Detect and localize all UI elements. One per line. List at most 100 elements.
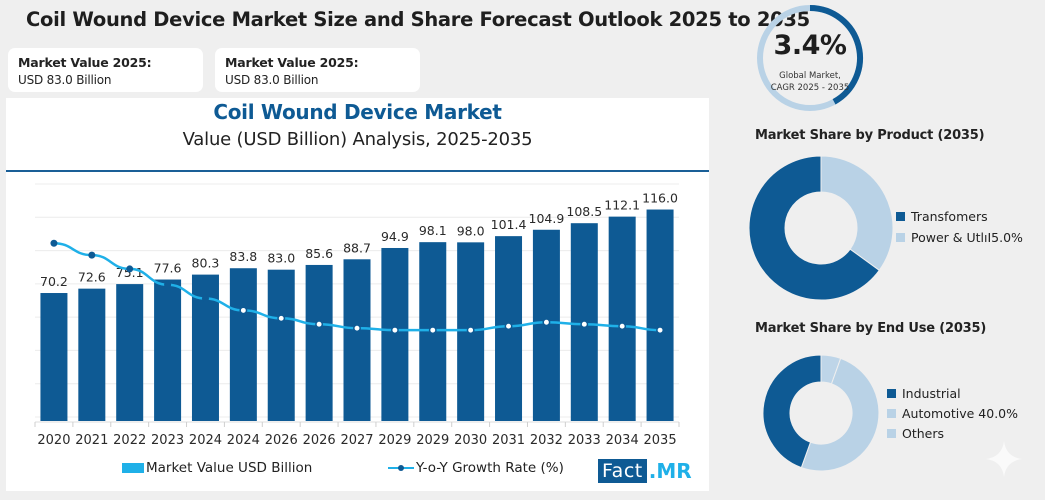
bar-2026 [305,264,333,421]
legend-item-automotive: Automotive 40.0% [887,406,1018,421]
legend-swatch-dark [887,389,896,398]
bar-2022 [116,284,144,421]
bar-value-label: 83.8 [229,249,257,264]
legend-label: Market Value USD Billion [146,460,313,476]
bar-value-label: 94.9 [381,229,409,244]
bar-2035 [646,209,674,421]
growth-marker [315,320,324,329]
x-tick-label: 2034 [606,433,639,448]
cagr-value: 3.4% [773,30,847,61]
growth-marker [428,326,437,335]
stat-card-label: Market Value 2025: [225,55,359,70]
x-tick-label: 2026 [265,433,298,448]
sparkle-icon [986,441,1022,477]
growth-marker [618,322,627,331]
bar-value-label: 70.2 [40,274,68,289]
growth-marker [504,322,513,331]
legend-label: Power & UtlıI5.0% [911,230,1023,245]
factmr-logo: Fact .MR [598,459,692,483]
growth-marker [239,306,248,315]
legend-bar-swatch [122,463,144,473]
bar-2021 [78,288,106,421]
x-tick-label: 2029 [416,433,449,448]
stat-card-market-value-2: Market Value 2025: USD 83.0 Billion [215,48,420,92]
growth-marker [390,326,399,335]
bar-2023 [154,279,182,421]
x-tick-label: 2033 [568,433,601,448]
growth-marker [580,320,589,329]
legend-item-transformers: Transfomers [896,209,988,224]
bar-value-label: 108.5 [566,204,602,219]
growth-marker [656,326,665,335]
legend-swatch-light [887,429,896,438]
legend-label: Others [902,426,945,441]
x-tick-label: 2026 [303,433,336,448]
legend-line-swatch [388,463,414,473]
bar-value-label: 98.0 [457,223,485,238]
legend-item-industrial: Industrial [887,386,961,401]
cagr-label-line2: CAGR 2025 - 2035 [770,83,850,93]
legend-label: Automotive 40.0% [902,406,1018,421]
bar-2029 [381,247,409,421]
bar-value-label: 80.3 [192,256,220,271]
legend-swatch-dark [896,212,905,221]
growth-marker [466,326,475,335]
x-tick-label: 2029 [378,433,411,448]
growth-marker [201,295,209,303]
product-donut-slice-0 [820,155,894,272]
side-panel-graphics [748,5,894,472]
end-use-donut-slice-2 [762,354,822,469]
legend-swatch-light [887,409,896,418]
x-tick-label: 2022 [113,433,146,448]
bar-2026 [267,269,295,421]
x-tick-label: 2024 [227,433,260,448]
chart-title: Coil Wound Device Market [213,100,502,124]
growth-marker [353,324,361,333]
bar-value-label: 98.1 [419,223,447,238]
x-tick-label: 2031 [492,433,525,448]
growth-marker [542,318,551,327]
legend-item-market-value: Market Value USD Billion [122,460,312,476]
legend-label: Y-o-Y Growth Rate (%) [416,460,564,476]
page-title: Coil Wound Device Market Size and Share … [26,8,810,31]
logo-part-fact: Fact [598,459,647,483]
stat-card-label: Market Value 2025: [18,55,152,70]
end-use-donut-slice-1 [800,357,880,472]
bar-value-label: 72.6 [78,270,106,285]
product-share-title: Market Share by Product (2035) [755,128,985,143]
chart-subtitle: Value (USD Billion) Analysis, 2025-2035 [182,129,533,150]
bar-value-label: 77.6 [154,261,182,276]
growth-marker [88,251,96,259]
growth-marker [277,314,286,323]
stat-card-value: USD 83.0 Billion [225,73,319,87]
bar-value-label: 85.6 [305,246,333,261]
x-tick-label: 2035 [644,433,677,448]
stat-card-market-value: Market Value 2025: USD 83.0 Billion [8,48,203,92]
bar-line-chart: 70.2202072.6202175.1202277.6202380.32024… [34,183,680,448]
legend-item-power-utility: Power & UtlıI5.0% [896,230,1023,245]
legend-label: Industrial [902,386,961,401]
bar-value-label: 88.7 [343,240,371,255]
bar-value-label: 101.4 [491,217,527,232]
legend-item-growth-rate: Y-o-Y Growth Rate (%) [388,460,564,476]
growth-marker [164,281,172,289]
bar-2034 [608,216,636,421]
bar-2024 [229,268,257,421]
market-chart-card: Coil Wound Device Market Value (USD Bill… [6,98,709,491]
end-use-share-title: Market Share by End Use (2035) [755,321,987,336]
growth-marker [50,239,58,247]
product-donut-slice-1 [748,155,880,301]
cagr-label: Global Market, CAGR 2025 - 2035 [760,70,860,94]
bar-value-label: 104.9 [529,211,565,226]
legend-label: Transfomers [911,209,988,224]
x-tick-label: 2021 [75,433,108,448]
legend-swatch-light [896,233,905,242]
bar-2027 [343,259,371,421]
x-tick-label: 2030 [454,433,487,448]
bar-value-label: 116.0 [642,191,678,206]
bar-value-label: 83.0 [267,251,295,266]
cagr-ring-progress [809,5,863,105]
x-tick-label: 2027 [340,433,373,448]
growth-marker [126,265,134,273]
bar-2020 [40,293,68,421]
